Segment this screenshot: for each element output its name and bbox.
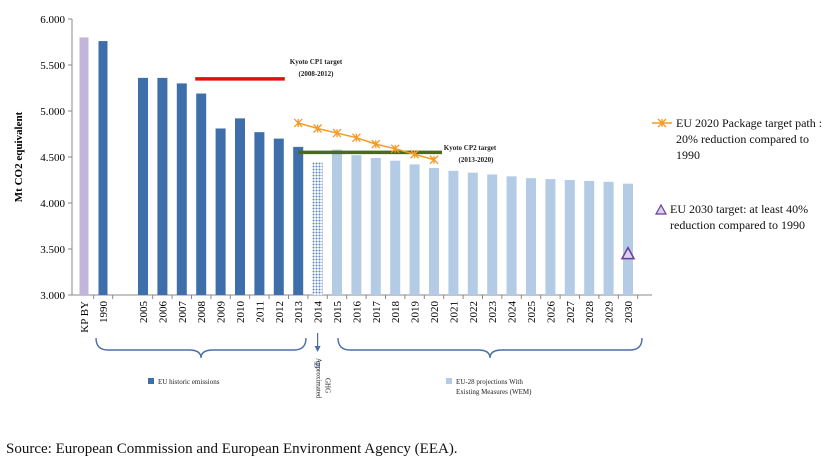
approx-legend-label-2: GHG — [324, 378, 332, 393]
y-tick-label: 3.000 — [40, 290, 65, 302]
historic-group-brace — [95, 337, 307, 359]
bar-2019 — [409, 164, 420, 295]
eu2020-legend-text-1: EU 2020 Package target path : — [676, 116, 822, 130]
eu2020-legend-marker — [657, 118, 667, 128]
bar-2015 — [332, 149, 342, 295]
x-tick-label: KP BY — [79, 301, 91, 333]
approx-legend-label: Approximated — [315, 358, 323, 399]
bar-2022 — [467, 172, 478, 295]
x-tick-label: 2015 — [332, 301, 344, 324]
eu2020-path-marker — [371, 139, 381, 149]
eu2020-path-marker — [429, 155, 439, 165]
x-tick-label: 2028 — [584, 301, 596, 324]
x-tick-label: 2006 — [157, 301, 169, 324]
bar-2017 — [370, 157, 381, 295]
y-axis-label: Mt CO2 equivalent — [13, 111, 25, 202]
bar-2014 — [312, 162, 323, 295]
y-tick-label: 5.000 — [40, 106, 65, 118]
eu2030-legend-marker — [654, 203, 668, 215]
bar-2013 — [293, 146, 304, 295]
bar-2005 — [138, 77, 148, 295]
bar-1990 — [98, 41, 108, 295]
bar-2006 — [157, 77, 168, 295]
x-tick-label: 2027 — [565, 301, 577, 324]
bar-kp-by — [79, 37, 89, 296]
projection-legend-label-2: Existing Measures (WEM) — [456, 388, 532, 396]
bar-2020 — [429, 168, 439, 295]
y-tick-label: 3.500 — [40, 244, 65, 256]
bar-2008 — [196, 93, 207, 296]
x-tick-label: 2026 — [545, 301, 557, 324]
x-tick-label: 2013 — [293, 301, 305, 324]
source-note: Source: European Commission and European… — [6, 441, 458, 457]
x-tick-label: 2020 — [429, 301, 441, 324]
x-tick-label: 2030 — [623, 301, 635, 324]
y-tick-label: 6.000 — [40, 14, 65, 26]
projection-legend-label: EU-28 projections With — [456, 378, 523, 386]
bar-2011 — [254, 132, 265, 295]
eu2020-target-path — [297, 122, 435, 161]
y-tick-label: 5.500 — [40, 60, 65, 72]
eu2020-path-marker — [410, 149, 420, 159]
eu2020-path-marker — [313, 124, 323, 133]
bar-2018 — [390, 160, 401, 295]
eu2020-legend-text-3: 1990 — [676, 148, 700, 162]
eu2020-path-marker — [332, 128, 342, 138]
bar-2029 — [603, 181, 614, 295]
projection-group-brace — [337, 337, 643, 359]
x-tick-label: 2019 — [410, 301, 422, 324]
kyoto-cp1-label: Kyoto CP1 target — [290, 58, 343, 66]
kyoto-cp2-period: (2013-2020) — [459, 156, 495, 164]
bar-2024 — [506, 176, 517, 295]
y-tick-label: 4.000 — [40, 198, 65, 210]
eu2030-target-marker — [620, 246, 636, 260]
bar-2021 — [448, 170, 459, 295]
kyoto-cp2-label: Kyoto CP2 target — [444, 144, 497, 152]
bar-2012 — [273, 138, 284, 295]
x-tick-label: 2009 — [216, 301, 228, 324]
x-tick-label: 2016 — [351, 301, 363, 324]
bar-2007 — [176, 83, 187, 296]
approx-arrow-head — [314, 346, 321, 352]
y-tick-label: 4.500 — [40, 152, 65, 164]
x-tick-label: 2007 — [177, 301, 189, 324]
bar-2026 — [545, 179, 556, 295]
eu2020-path-marker — [390, 144, 400, 154]
bar-2016 — [351, 155, 362, 295]
x-tick-label: 2025 — [526, 301, 538, 324]
emissions-chart: 3.000 3.500 4.000 4.500 5.000 5.500 6.000 Mt CO… — [13, 14, 822, 399]
x-tick-label: 2029 — [604, 301, 616, 324]
x-tick-label: 2021 — [448, 301, 460, 323]
x-tick-label: 2014 — [313, 301, 325, 324]
historic-legend-label: EU historic emissions — [158, 378, 220, 386]
x-tick-label: 2024 — [507, 301, 519, 324]
bar-2025 — [526, 178, 536, 295]
bar-2009 — [215, 128, 226, 295]
historic-legend-swatch — [148, 378, 154, 384]
bar-2027 — [564, 180, 575, 295]
bar-2030 — [623, 183, 633, 295]
eu2030-legend-text-1: EU 2030 target: at least 40% — [670, 202, 808, 216]
x-tick-label: 2011 — [254, 301, 266, 323]
x-tick-label: 2012 — [274, 301, 286, 323]
x-tick-label: 2008 — [196, 301, 208, 324]
bar-2010 — [235, 118, 245, 295]
x-tick-label: 2018 — [390, 301, 402, 324]
eu2020-path-marker — [351, 133, 361, 143]
x-tick-label: 2005 — [138, 301, 150, 324]
x-tick-label: 2022 — [468, 301, 480, 323]
bar-2028 — [584, 180, 595, 295]
kyoto-cp1-period: (2008-2012) — [299, 70, 335, 78]
eu2020-legend-text-2: 20% reduction compared to — [676, 132, 809, 146]
approx-legend-swatch — [314, 361, 320, 368]
eu2030-legend-text-2: reduction compared to 1990 — [670, 218, 805, 232]
x-tick-label: 2023 — [487, 301, 499, 324]
x-tick-label: 2017 — [371, 301, 383, 324]
bar-2023 — [487, 174, 498, 295]
eu2020-path-marker — [293, 118, 303, 128]
projection-legend-swatch — [446, 378, 452, 384]
x-tick-label: 2010 — [235, 301, 247, 324]
x-tick-label: 1990 — [98, 301, 110, 324]
